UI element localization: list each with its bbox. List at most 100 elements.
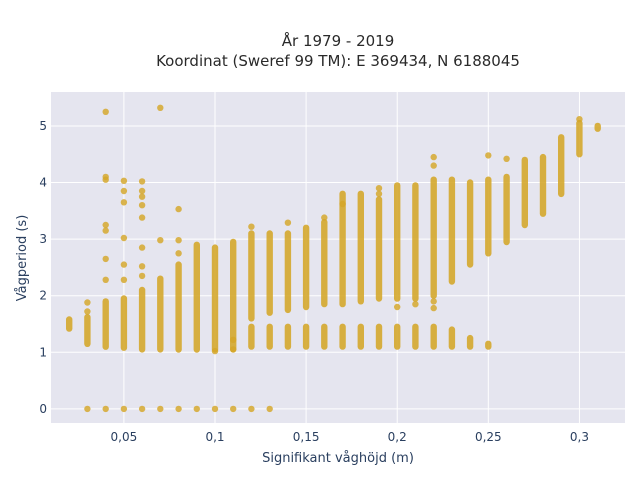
data-point-column [248, 323, 255, 350]
data-point [412, 301, 419, 308]
data-point-column [430, 323, 437, 350]
data-point-column [339, 323, 346, 350]
data-point [138, 187, 146, 195]
data-point-column [521, 156, 528, 229]
data-point-column [248, 230, 255, 322]
data-point-column [594, 122, 601, 132]
data-point [375, 190, 383, 197]
data-point [193, 405, 200, 413]
data-point [120, 187, 128, 195]
data-point [138, 263, 146, 270]
data-point-column [558, 134, 565, 198]
data-point [211, 405, 219, 413]
data-point [102, 255, 109, 263]
x-tick-label: 0,15 [293, 430, 320, 444]
data-point [157, 405, 164, 413]
data-point-column [102, 298, 109, 350]
data-point [84, 405, 91, 413]
data-point [102, 176, 109, 183]
x-tick-label: 0,05 [111, 430, 138, 444]
data-point [102, 108, 109, 116]
data-point [138, 214, 146, 221]
data-point-column [138, 286, 146, 353]
chart-title-line1: År 1979 - 2019 [282, 31, 395, 50]
data-point-column [412, 323, 419, 350]
data-point [84, 299, 91, 306]
y-tick-label: 1 [39, 345, 47, 359]
data-point [485, 152, 492, 159]
data-point-column [175, 261, 182, 353]
data-point [138, 193, 146, 200]
data-point-column [193, 241, 200, 353]
data-point-column [412, 182, 419, 302]
y-axis-ticks: 0 1 2 3 4 5 [39, 119, 47, 416]
data-point [430, 162, 437, 169]
data-point [248, 223, 255, 230]
data-point [230, 346, 237, 353]
data-point [394, 303, 401, 311]
data-point-column [84, 314, 91, 347]
x-tick-label: 0,2 [388, 430, 407, 444]
data-point [157, 104, 164, 112]
data-point-column [66, 316, 73, 332]
data-point [120, 405, 128, 413]
data-point [230, 405, 237, 413]
y-tick-label: 3 [39, 232, 47, 246]
x-tick-label: 0,3 [570, 430, 589, 444]
data-point-column [394, 182, 401, 302]
data-point [175, 237, 182, 244]
data-point-column [357, 190, 364, 305]
data-point-column [284, 323, 292, 350]
data-point-column [357, 323, 364, 350]
data-point [175, 405, 182, 413]
data-points [66, 104, 601, 413]
data-point [138, 405, 146, 413]
data-point [138, 272, 146, 280]
plot-area [51, 92, 625, 423]
data-point [120, 276, 128, 283]
data-point-column [321, 218, 328, 308]
y-tick-label: 0 [39, 402, 47, 416]
data-point-column [266, 230, 273, 316]
data-point [175, 250, 182, 257]
data-point [175, 205, 182, 213]
data-point [375, 185, 383, 192]
data-point [339, 200, 346, 208]
data-point-column [157, 275, 164, 353]
data-point-column [503, 173, 510, 246]
data-point-column [284, 230, 292, 314]
data-point [430, 153, 437, 161]
x-axis-ticks: 0,05 0,1 0,15 0,2 0,25 0,3 [111, 430, 589, 444]
data-point [248, 405, 255, 413]
data-point-column [539, 153, 547, 217]
data-point-column [485, 176, 492, 257]
x-tick-label: 0,1 [205, 430, 224, 444]
data-point [102, 405, 109, 413]
data-point-column [120, 295, 128, 351]
chart-title-line2: Koordinat (Sweref 99 TM): E 369434, N 61… [156, 52, 520, 70]
data-point-column [375, 196, 383, 302]
data-point [321, 214, 328, 221]
data-point [138, 244, 146, 251]
data-point-column [466, 334, 474, 350]
y-tick-label: 5 [39, 119, 47, 133]
data-point [102, 221, 109, 229]
data-point [503, 155, 510, 162]
x-tick-label: 0,25 [475, 430, 502, 444]
data-point [138, 202, 146, 209]
data-point-column [466, 179, 474, 268]
data-point-column [576, 119, 583, 158]
data-point [138, 178, 146, 185]
data-point [102, 276, 109, 283]
data-point-column [485, 340, 492, 350]
data-point-column [394, 323, 401, 350]
data-point [284, 219, 292, 226]
data-point [576, 116, 583, 123]
data-point [120, 199, 128, 206]
data-point-column [448, 176, 456, 285]
data-point [266, 405, 273, 413]
x-axis-label: Signifikant våghöjd (m) [262, 451, 414, 466]
data-point [430, 298, 437, 305]
data-point-column [321, 323, 328, 350]
data-point [430, 304, 437, 312]
